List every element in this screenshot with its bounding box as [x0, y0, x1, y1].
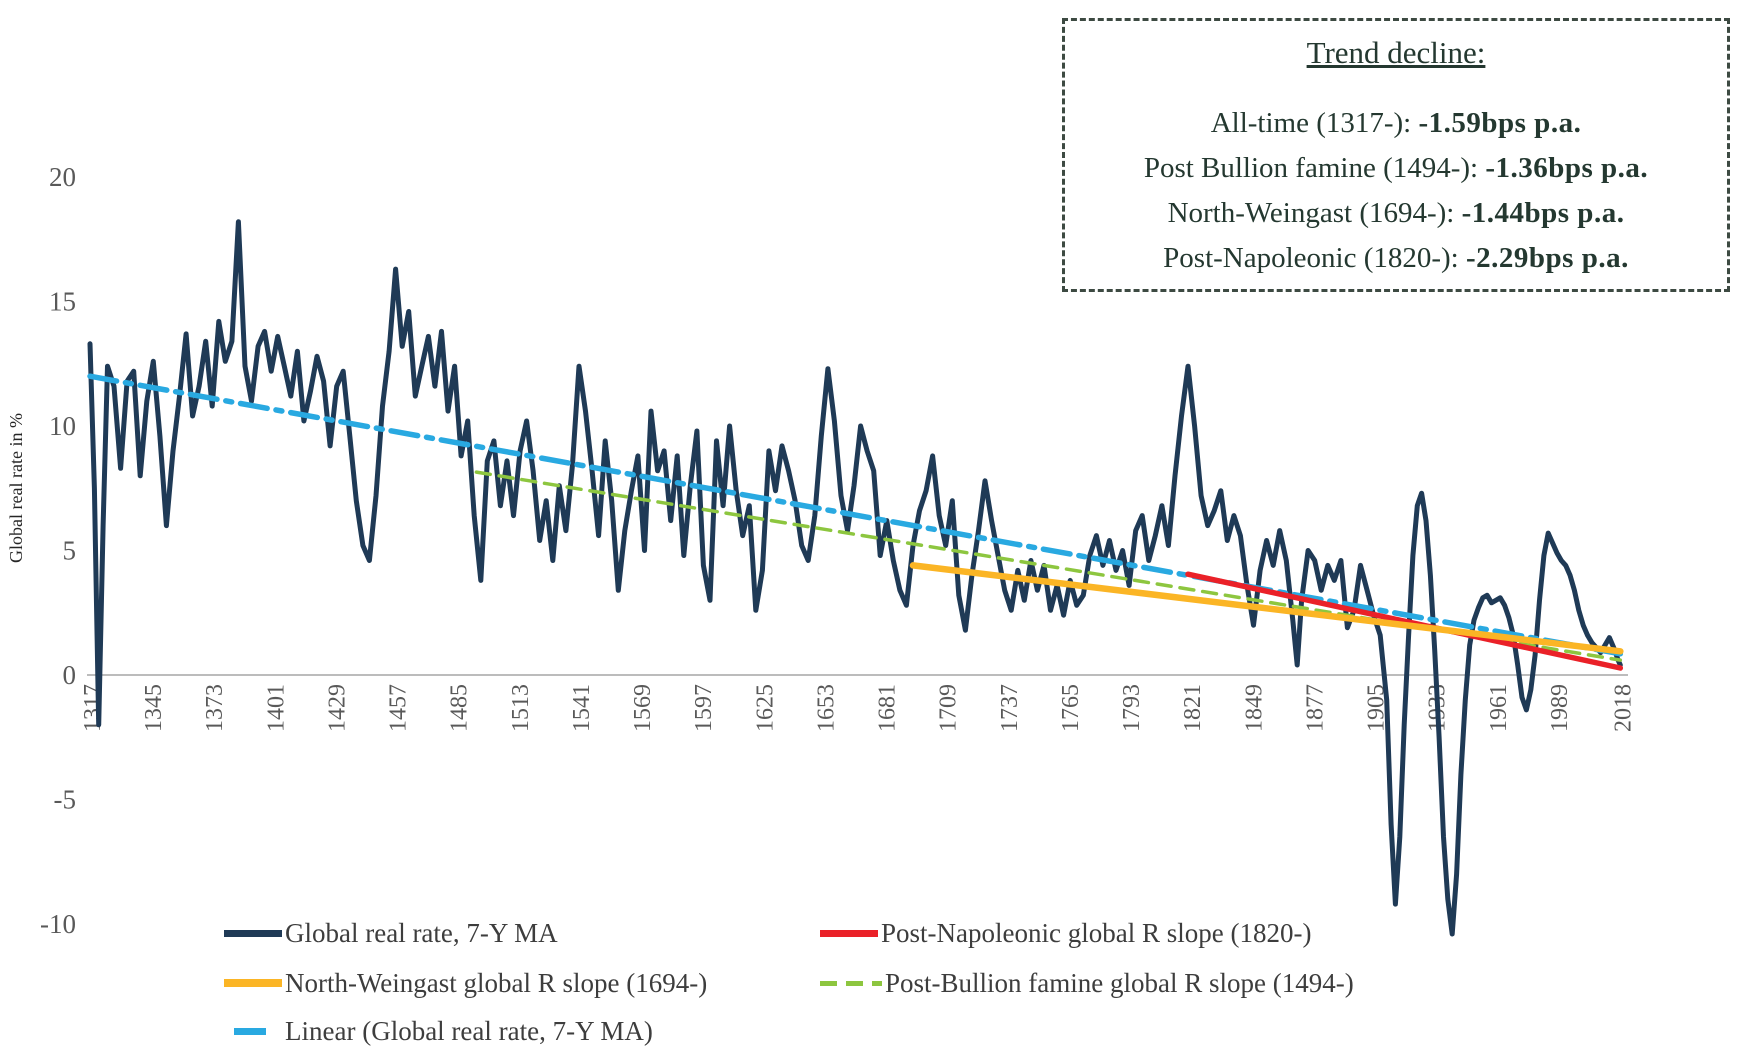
trend-line-post-napoleonic-value: -2.29bps p.a. [1466, 242, 1629, 274]
x-tick-label: 1821 [1180, 684, 1206, 732]
trend-line-post-napoleonic: Post-Napoleonic (1820-): -2.29bps p.a. [1065, 236, 1727, 281]
series-linear-global-real-rate [87, 373, 1624, 657]
x-tick-label: 1429 [324, 684, 350, 732]
x-tick-label: 1877 [1302, 684, 1328, 732]
x-tick-label: 2018 [1610, 684, 1636, 732]
x-tick-label: 1401 [263, 684, 289, 732]
navy-line-swatch [224, 929, 282, 937]
x-tick-label: 1569 [630, 684, 656, 732]
legend-item-post-napoleonic: Post-Napoleonic global R slope (1820-) [820, 918, 1311, 948]
green-dashed-swatch [820, 980, 882, 986]
trend-line-north-weingast: North-Weingast (1694-): -1.44bps p.a. [1065, 191, 1727, 236]
orange-line-swatch [224, 979, 282, 987]
trend-line-post-bullion: Post Bullion famine (1494-): -1.36bps p.… [1065, 146, 1727, 191]
trend-line-all-time: All-time (1317-): -1.59bps p.a. [1065, 101, 1727, 146]
legend-item-linear: Linear (Global real rate, 7-Y MA) [224, 1016, 653, 1046]
legend-label: Linear (Global real rate, 7-Y MA) [285, 1015, 653, 1046]
series-post-napoleonic-slope [1185, 571, 1624, 671]
trend-box-title: Trend decline: [1306, 35, 1486, 70]
y-tick-label: 0 [63, 660, 77, 690]
x-tick-label: 1737 [997, 684, 1023, 732]
legend-item-north-weingast: North-Weingast global R slope (1694-) [224, 968, 707, 998]
y-axis-title: Global real rate in % [6, 413, 26, 563]
series-north-weingast-slope [909, 562, 1624, 655]
trend-decline-box: Trend decline: All-time (1317-): -1.59bp… [1062, 18, 1730, 292]
trend-line-all-time-value: -1.59bps p.a. [1418, 107, 1582, 139]
x-tick-label: 1961 [1486, 684, 1512, 732]
trend-line-post-bullion-label: Post Bullion famine (1494-): [1143, 152, 1479, 184]
trend-line-north-weingast-label: North-Weingast (1694-): [1167, 197, 1455, 229]
x-tick-label: 1625 [752, 684, 778, 732]
x-tick-label: 1681 [875, 684, 901, 732]
trend-line-all-time-label: All-time (1317-): [1210, 107, 1412, 139]
legend-label: Global real rate, 7-Y MA [285, 917, 558, 948]
y-tick-label: 20 [49, 162, 76, 192]
x-tick-label: 1709 [936, 684, 962, 732]
x-tick-label: 1345 [141, 684, 167, 732]
trend-line-post-napoleonic-label: Post-Napoleonic (1820-): [1163, 242, 1459, 274]
series-global-real-rate-7y-ma [87, 219, 1623, 937]
y-tick-label: -5 [54, 785, 77, 815]
x-tick-label: 1485 [447, 684, 473, 732]
legend-label: North-Weingast global R slope (1694-) [285, 967, 708, 998]
x-tick-label: 1989 [1547, 684, 1573, 732]
legend-item-global-real-rate: Global real rate, 7-Y MA [224, 918, 558, 948]
x-tick-label: 1793 [1119, 684, 1145, 732]
x-tick-label: 1373 [202, 684, 228, 732]
legend-label: Post-Napoleonic global R slope (1820-) [881, 917, 1312, 948]
trend-line-north-weingast-value: -1.44bps p.a. [1461, 197, 1625, 229]
y-tick-label: 15 [49, 287, 76, 317]
x-tick-label: 1765 [1058, 684, 1084, 732]
legend-item-post-bullion: Post-Bullion famine global R slope (1494… [820, 968, 1354, 998]
cyan-dash-swatch [234, 1027, 266, 1035]
x-tick-label: 1653 [813, 684, 839, 732]
x-tick-label: 1849 [1241, 684, 1267, 732]
legend-label: Post-Bullion famine global R slope (1494… [885, 967, 1354, 998]
y-tick-label: 5 [63, 536, 77, 566]
red-line-swatch [820, 929, 878, 937]
y-tick-label: 10 [49, 411, 76, 441]
x-tick-label: 1317 [80, 684, 106, 732]
x-tick-label: 1513 [508, 684, 534, 732]
x-tick-label: 1541 [569, 684, 595, 732]
y-tick-label: -10 [40, 909, 76, 939]
trend-line-post-bullion-value: -1.36bps p.a. [1485, 152, 1649, 184]
x-tick-label: 1597 [691, 684, 717, 732]
x-tick-label: 1457 [386, 684, 412, 732]
